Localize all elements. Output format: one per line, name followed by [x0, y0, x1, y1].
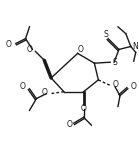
Text: O: O	[113, 80, 119, 89]
Text: S: S	[104, 30, 109, 39]
Text: O: O	[27, 45, 32, 54]
Text: O: O	[20, 82, 26, 91]
Text: O: O	[78, 45, 84, 54]
Text: O: O	[6, 40, 12, 49]
Text: O: O	[131, 82, 137, 91]
Text: O: O	[67, 120, 73, 129]
Text: O: O	[81, 104, 86, 113]
Text: N: N	[133, 42, 138, 51]
Text: O: O	[41, 88, 47, 97]
Text: S: S	[112, 58, 117, 67]
